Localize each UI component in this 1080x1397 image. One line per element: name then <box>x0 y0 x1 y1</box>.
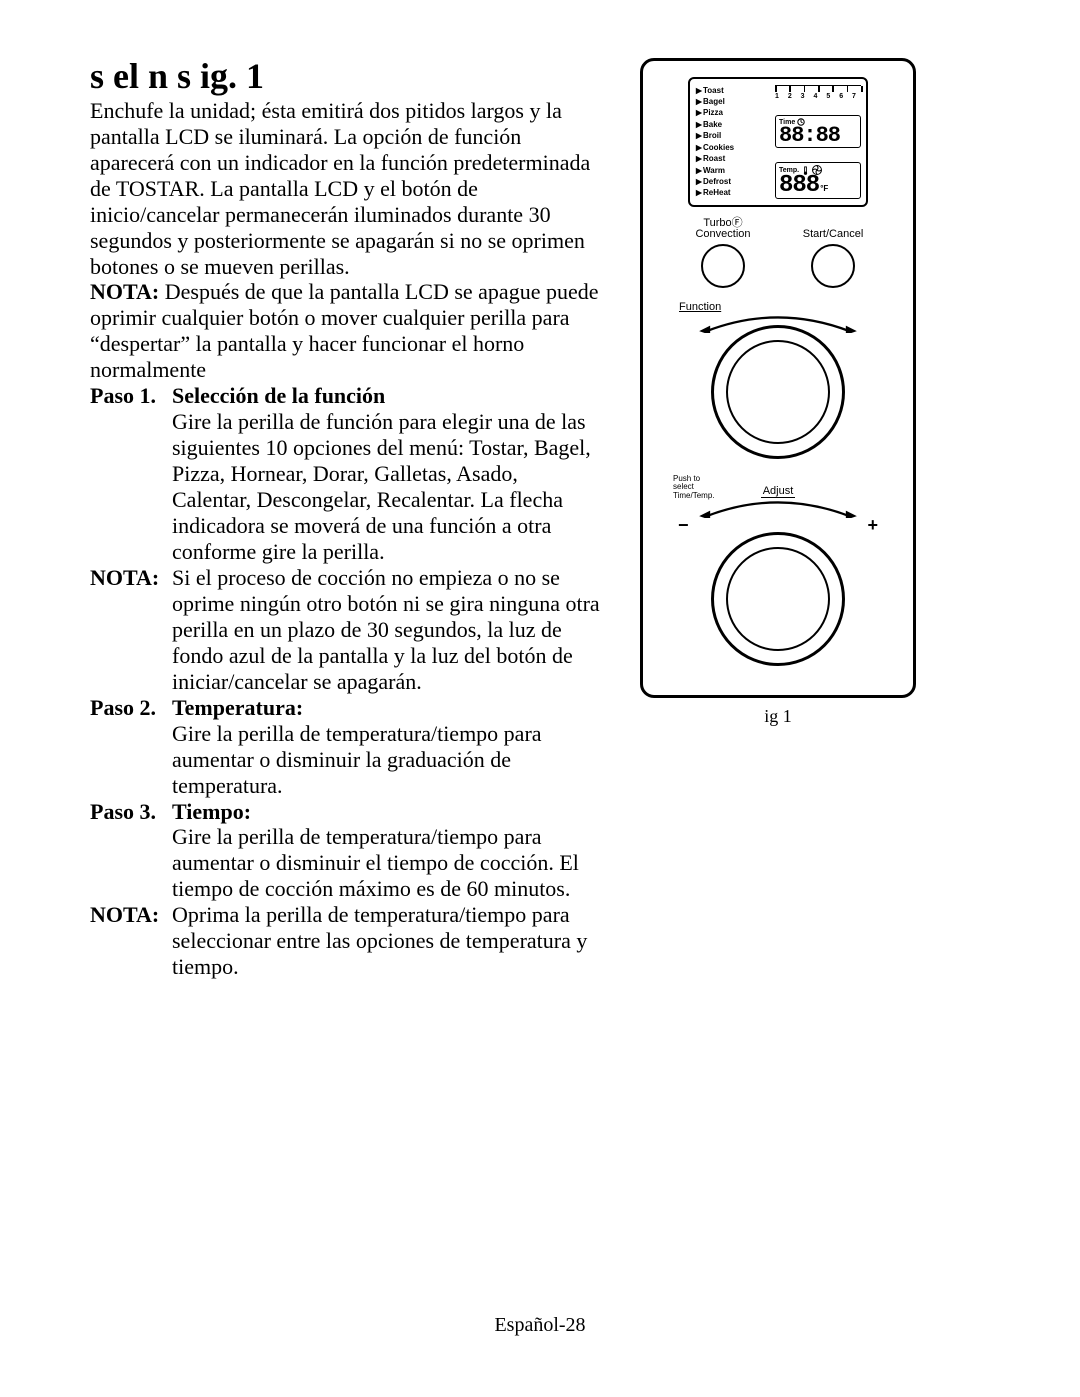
step2-body: Temperatura: Gire la perilla de temperat… <box>172 695 600 799</box>
lcd-function-item: Broil <box>695 131 771 142</box>
pointer-icon <box>695 98 703 106</box>
lcd-function-item: Roast <box>695 154 771 165</box>
pointer-icon <box>695 109 703 117</box>
temp-digits: 888 <box>779 175 819 197</box>
pointer-icon <box>695 87 703 95</box>
scale-ticks <box>775 85 861 92</box>
function-knob-section: Function <box>673 302 883 459</box>
scale-numbers: 1 2 3 4 5 6 7 <box>775 93 861 100</box>
nota1-label: NOTA: <box>90 565 172 695</box>
time-display: Time 88:88 <box>775 115 861 148</box>
time-digits: 88:88 <box>779 126 857 146</box>
pointer-icon <box>695 144 703 152</box>
turbo-convection-button-group: TurboⒻ Convection <box>683 217 763 288</box>
nota-label: NOTA: <box>90 279 159 304</box>
adjust-arc-icon <box>683 496 873 518</box>
lcd-right-panel: 1 2 3 4 5 6 7 Time 88:88 Temp. <box>771 85 861 199</box>
page-title: s el n s ig. 1 <box>90 58 600 96</box>
lcd-function-item: Pizza <box>695 108 771 119</box>
control-panel-diagram: ToastBagelPizzaBakeBroilCookiesRoastWarm… <box>640 58 916 698</box>
lcd-function-item: Defrost <box>695 177 771 188</box>
two-column-layout: s el n s ig. 1 Enchufe la unidad; ésta e… <box>90 58 1010 980</box>
function-knob[interactable] <box>711 325 845 459</box>
nota-body: Después de que la pantalla LCD se apague… <box>90 279 599 382</box>
step3-text: Gire la perilla de temperatura/tiempo pa… <box>172 824 579 901</box>
function-knob-inner <box>726 340 830 444</box>
intro-paragraph: Enchufe la unidad; ésta emitirá dos piti… <box>90 98 600 280</box>
pointer-icon <box>695 178 703 186</box>
lcd-function-item: Warm <box>695 165 771 176</box>
lcd-function-list: ToastBagelPizzaBakeBroilCookiesRoastWarm… <box>695 85 771 199</box>
pointer-icon <box>695 121 703 129</box>
step1: Paso 1. Selección de la función Gire la … <box>90 383 600 565</box>
nota1: NOTA: Si el proceso de cocción no empiez… <box>90 565 600 695</box>
toast-shade-scale: 1 2 3 4 5 6 7 <box>775 85 861 101</box>
nota1-body: Si el proceso de cocción no empieza o no… <box>172 565 600 695</box>
pointer-icon <box>695 155 703 163</box>
step2-title: Temperatura: <box>172 695 303 720</box>
lcd-function-item: ReHeat <box>695 188 771 199</box>
plus-icon: + <box>867 516 878 534</box>
lcd-function-item: Bagel <box>695 96 771 107</box>
adjust-knob-inner <box>726 547 830 651</box>
nota2-body: Oprima la perilla de temperatura/tiempo … <box>172 902 600 980</box>
step3-label: Paso 3. <box>90 799 172 903</box>
pointer-icon <box>695 132 703 140</box>
page: s el n s ig. 1 Enchufe la unidad; ésta e… <box>0 0 1080 1397</box>
nota2: NOTA: Oprima la perilla de temperatura/t… <box>90 902 600 980</box>
page-footer: Español-28 <box>0 1314 1080 1337</box>
lcd-function-item: Toast <box>695 85 771 96</box>
step1-label: Paso 1. <box>90 383 172 565</box>
figure-column: ToastBagelPizzaBakeBroilCookiesRoastWarm… <box>628 58 928 980</box>
step3: Paso 3. Tiempo: Gire la perilla de tempe… <box>90 799 600 903</box>
temp-unit: °F <box>820 184 828 193</box>
pointer-icon <box>695 189 703 197</box>
step1-title: Selección de la función <box>172 383 385 408</box>
figure-caption: ig 1 <box>764 706 792 727</box>
turbo-convection-label: TurboⒻ Convection <box>695 217 750 241</box>
step2-text: Gire la perilla de temperatura/tiempo pa… <box>172 721 542 798</box>
lcd-screen: ToastBagelPizzaBakeBroilCookiesRoastWarm… <box>688 77 868 207</box>
nota2-label: NOTA: <box>90 902 172 980</box>
button-row: TurboⒻ Convection Start/Cancel <box>683 217 873 288</box>
step1-text: Gire la perilla de función para elegir u… <box>172 409 591 564</box>
minus-icon: − <box>678 516 689 534</box>
nota-intro: NOTA: Después de que la pantalla LCD se … <box>90 279 600 383</box>
lcd-function-item: Cookies <box>695 142 771 153</box>
text-column: s el n s ig. 1 Enchufe la unidad; ésta e… <box>90 58 600 980</box>
step1-body: Selección de la función Gire la perilla … <box>172 383 600 565</box>
lcd-function-item: Bake <box>695 119 771 130</box>
step2-label: Paso 2. <box>90 695 172 799</box>
temp-display: Temp. 888 °F <box>775 162 861 199</box>
adjust-knob[interactable] <box>711 532 845 666</box>
pointer-icon <box>695 167 703 175</box>
step2: Paso 2. Temperatura: Gire la perilla de … <box>90 695 600 799</box>
start-cancel-label: Start/Cancel <box>803 217 864 241</box>
step3-body: Tiempo: Gire la perilla de temperatura/t… <box>172 799 600 903</box>
start-cancel-button[interactable] <box>811 244 855 288</box>
step3-title: Tiempo: <box>172 799 251 824</box>
start-cancel-button-group: Start/Cancel <box>793 217 873 288</box>
turbo-convection-button[interactable] <box>701 244 745 288</box>
